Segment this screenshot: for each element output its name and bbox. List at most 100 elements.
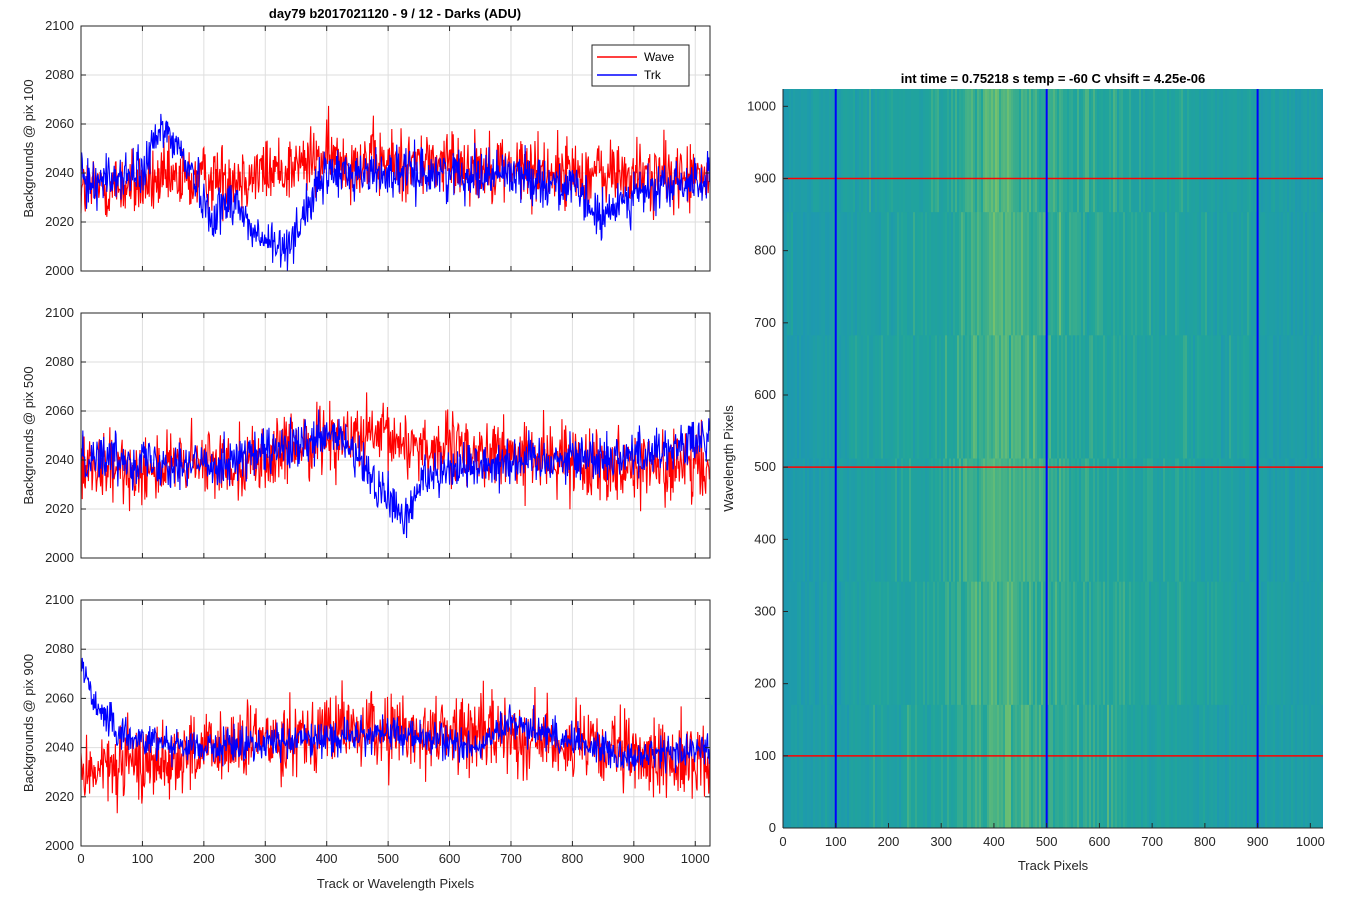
heatmap-cell	[1117, 704, 1119, 829]
heatmap-cell	[1033, 89, 1035, 213]
heatmap-cell	[819, 581, 821, 706]
heatmap-cell	[1199, 335, 1201, 459]
y-tick-label: 400	[754, 531, 776, 546]
heatmap-cell	[889, 581, 891, 706]
heatmap-cell	[887, 581, 889, 706]
heatmap-cell	[973, 704, 975, 829]
heatmap-cell	[799, 335, 801, 459]
heatmap-cell	[805, 704, 807, 829]
heatmap-cell	[883, 89, 885, 213]
heatmap-cell	[1315, 458, 1317, 583]
heatmap-cell	[903, 704, 905, 829]
heatmap-cell	[1095, 704, 1097, 829]
heatmap-cell	[1033, 335, 1035, 459]
heatmap-cell	[1177, 581, 1179, 706]
heatmap-cell	[977, 335, 979, 459]
axes-box	[80, 599, 711, 847]
heatmap-cell	[1135, 212, 1137, 336]
heatmap-cell	[809, 581, 811, 706]
heatmap-cell	[1197, 335, 1199, 459]
heatmap-cell	[1185, 212, 1187, 336]
heatmap-cell	[833, 704, 835, 829]
heatmap-cell	[1195, 89, 1197, 213]
heatmap-cell	[1221, 458, 1223, 583]
heatmap-cell	[1141, 335, 1143, 459]
heatmap-cell	[825, 458, 827, 583]
heatmap-cell	[1193, 704, 1195, 829]
heatmap-cell	[921, 89, 923, 213]
heatmap-cell	[817, 704, 819, 829]
heatmap-cell	[919, 704, 921, 829]
heatmap-cell	[915, 581, 917, 706]
heatmap-cell	[787, 89, 789, 213]
heatmap-cell	[971, 335, 973, 459]
heatmap-cell	[1175, 212, 1177, 336]
heatmap-cell	[1297, 212, 1299, 336]
heatmap-cell	[1063, 335, 1065, 459]
heatmap-cell	[793, 212, 795, 336]
axes-box	[80, 312, 711, 559]
heatmap-cell	[911, 212, 913, 336]
heatmap-cell	[1305, 458, 1307, 583]
heatmap-cell	[1195, 704, 1197, 829]
heatmap-cell	[1093, 89, 1095, 213]
heatmap-cell	[1029, 89, 1031, 213]
heatmap-cell	[1227, 581, 1229, 706]
heatmap-cell	[1193, 212, 1195, 336]
heatmap-cell	[1123, 212, 1125, 336]
heatmap-cell	[859, 458, 861, 583]
heatmap-cell	[1269, 89, 1271, 213]
heatmap-cell	[819, 89, 821, 213]
heatmap-cell	[1063, 212, 1065, 336]
heatmap-cell	[909, 581, 911, 706]
heatmap-cell	[869, 458, 871, 583]
heatmap-cell	[1155, 704, 1157, 829]
heatmap-cell	[1311, 458, 1313, 583]
heatmap-cell	[1001, 212, 1003, 336]
heatmap-cell	[975, 704, 977, 829]
heatmap-cell	[823, 704, 825, 829]
heatmap-cell	[1201, 212, 1203, 336]
heatmap-cell	[895, 89, 897, 213]
heatmap-cell	[983, 458, 985, 583]
y-tick-label: 2020	[45, 789, 74, 804]
heatmap-cell	[1007, 335, 1009, 459]
heatmap-cell	[1219, 212, 1221, 336]
heatmap-cell	[1307, 212, 1309, 336]
heatmap-cell	[829, 212, 831, 336]
heatmap-cell	[1011, 335, 1013, 459]
heatmap-cell	[841, 212, 843, 336]
heatmap-cell	[1069, 212, 1071, 336]
heatmap-cell	[1169, 212, 1171, 336]
heatmap-cell	[875, 335, 877, 459]
heatmap-cell	[1069, 89, 1071, 213]
heatmap-cell	[877, 212, 879, 336]
heatmap-cell	[1185, 335, 1187, 459]
heatmap-cell	[931, 212, 933, 336]
heatmap-cell	[995, 89, 997, 213]
heatmap-cell	[1237, 581, 1239, 706]
heatmap-cell	[853, 335, 855, 459]
heatmap-cell	[1081, 212, 1083, 336]
heatmap-cell	[1307, 704, 1309, 829]
heatmap-cell	[941, 458, 943, 583]
heatmap-cell	[809, 704, 811, 829]
heatmap-cell	[955, 581, 957, 706]
heatmap-cell	[1165, 212, 1167, 336]
heatmap-cell	[815, 212, 817, 336]
heatmap-cell	[1217, 212, 1219, 336]
heatmap-cell	[1167, 581, 1169, 706]
heatmap-cell	[871, 212, 873, 336]
heatmap-cell	[903, 212, 905, 336]
heatmap-cell	[1005, 89, 1007, 213]
heatmap-cell	[1281, 704, 1283, 829]
heatmap-cell	[1235, 212, 1237, 336]
heatmap-cell	[999, 335, 1001, 459]
heatmap-cell	[1285, 704, 1287, 829]
y-tick-label: 2060	[45, 690, 74, 705]
heatmap-cell	[959, 212, 961, 336]
heatmap-cell	[1181, 335, 1183, 459]
heatmap-cell	[1289, 581, 1291, 706]
heatmap-cell	[953, 335, 955, 459]
heatmap-cell	[1021, 458, 1023, 583]
